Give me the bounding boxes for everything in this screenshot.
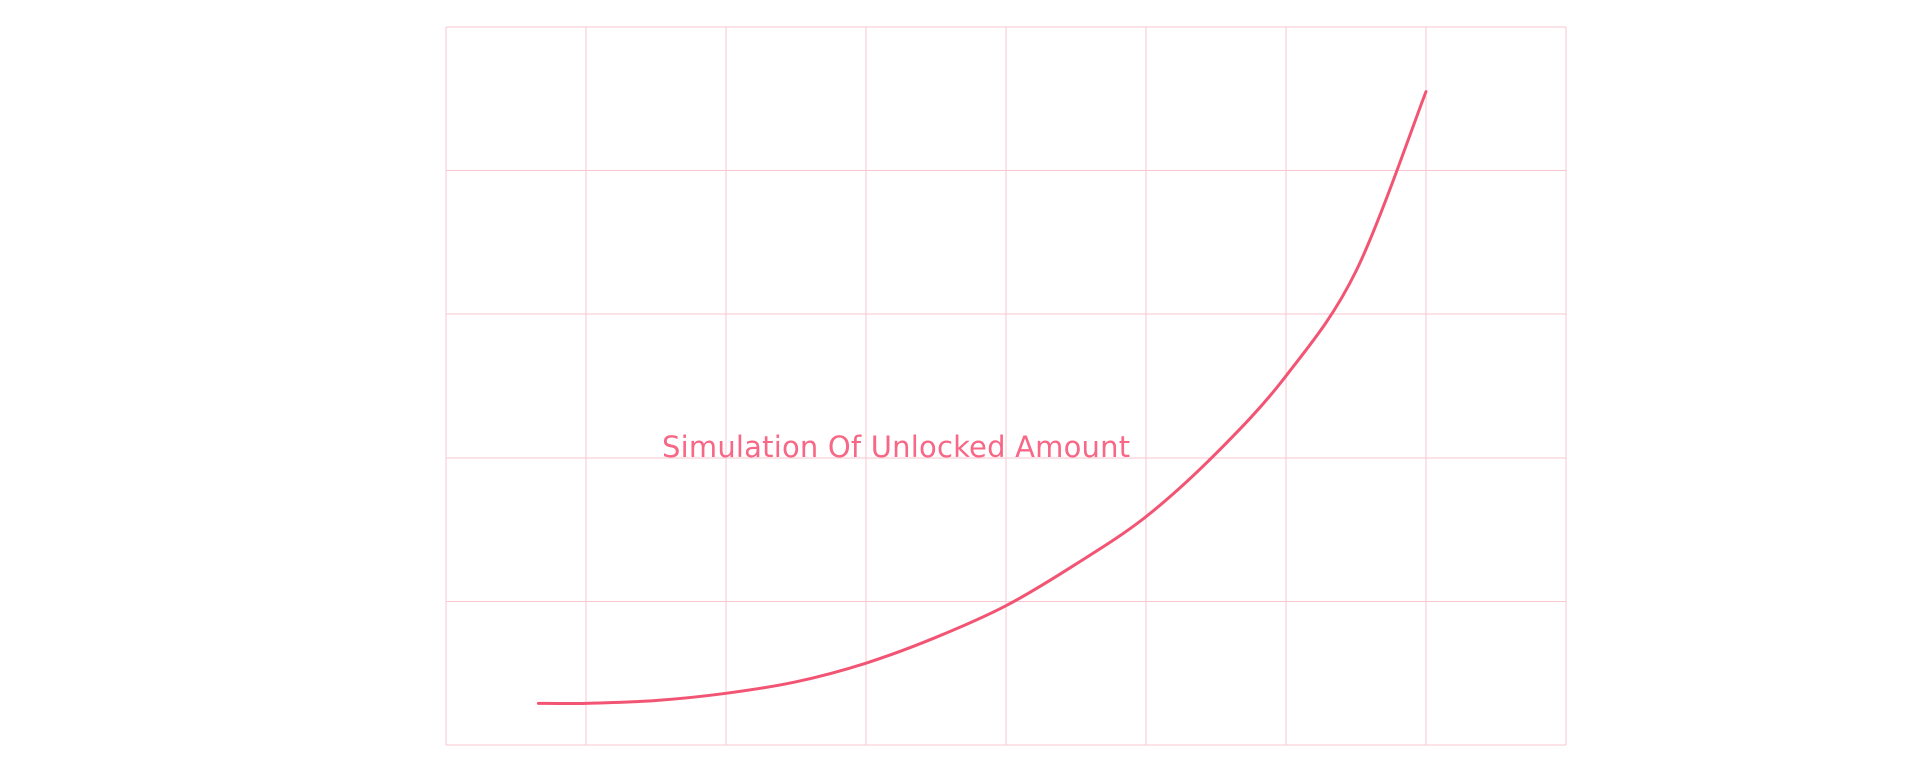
grid-group — [445, 26, 1567, 746]
unlocked-amount-curve — [536, 90, 1428, 706]
series-group — [536, 90, 1428, 706]
chart-title: Simulation Of Unlocked Amount — [662, 430, 1130, 464]
